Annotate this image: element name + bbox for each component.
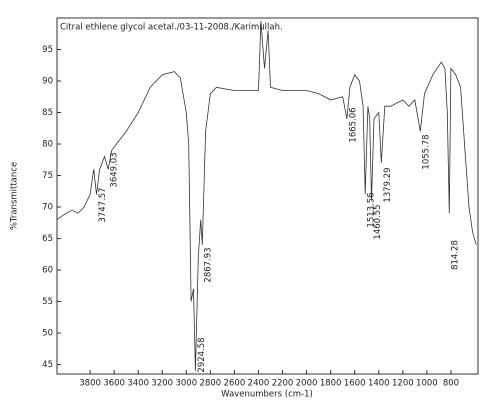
x-axis-label: Wavenumbers (cm-1) (221, 390, 313, 400)
y-tick-label: 95 (42, 45, 53, 55)
peak-label: 1055.78 (422, 134, 432, 169)
y-tick-label: 65 (42, 234, 53, 244)
y-tick-label: 55 (42, 297, 53, 307)
plot-frame (56, 17, 479, 375)
x-tick-label: 800 (443, 379, 459, 389)
peak-label: 2924.58 (197, 337, 207, 372)
y-tick-label: 50 (42, 329, 53, 339)
peak-label: 2867.93 (204, 247, 214, 282)
y-tick-label: 75 (42, 171, 53, 181)
x-tick-label: 3200 (151, 379, 173, 389)
y-tick-label: 85 (42, 108, 53, 118)
y-tick-label: 70 (42, 203, 53, 213)
x-tick-label: 1000 (416, 379, 438, 389)
x-tick-label: 1800 (320, 379, 342, 389)
x-tick-label: 2600 (224, 379, 246, 389)
spectrum-line (56, 21, 477, 371)
peak-label: 3649.03 (110, 152, 120, 187)
y-tick-label: 80 (42, 140, 53, 150)
chart-title: Citral ethlene glycol acetal./03-11-2008… (60, 23, 283, 33)
peak-label: 1665.06 (348, 107, 358, 142)
y-tick-label: 45 (42, 360, 53, 370)
peak-label: 814.28 (451, 240, 461, 270)
x-tick-label: 2400 (248, 379, 270, 389)
x-tick-label: 1400 (368, 379, 390, 389)
y-tick-label: 90 (42, 77, 53, 87)
x-tick-label: 2000 (296, 379, 318, 389)
x-tick-label: 2800 (200, 379, 222, 389)
peak-label: 1513.56 (367, 192, 377, 227)
x-tick-label: 3800 (79, 379, 101, 389)
x-tick-label: 2200 (272, 379, 294, 389)
x-tick-label: 3000 (175, 379, 197, 389)
x-tick-label: 1200 (392, 379, 414, 389)
x-tick-label: 3400 (127, 379, 149, 389)
peak-label: 1379.29 (383, 167, 393, 202)
peak-label: 1460.55 (373, 204, 383, 239)
x-tick-label: 1600 (344, 379, 366, 389)
y-tick-label: 60 (42, 266, 53, 276)
x-tick-label: 3600 (103, 379, 125, 389)
peak-label: 3747.57 (98, 187, 108, 222)
y-axis-label: %Transmittance (10, 162, 20, 230)
